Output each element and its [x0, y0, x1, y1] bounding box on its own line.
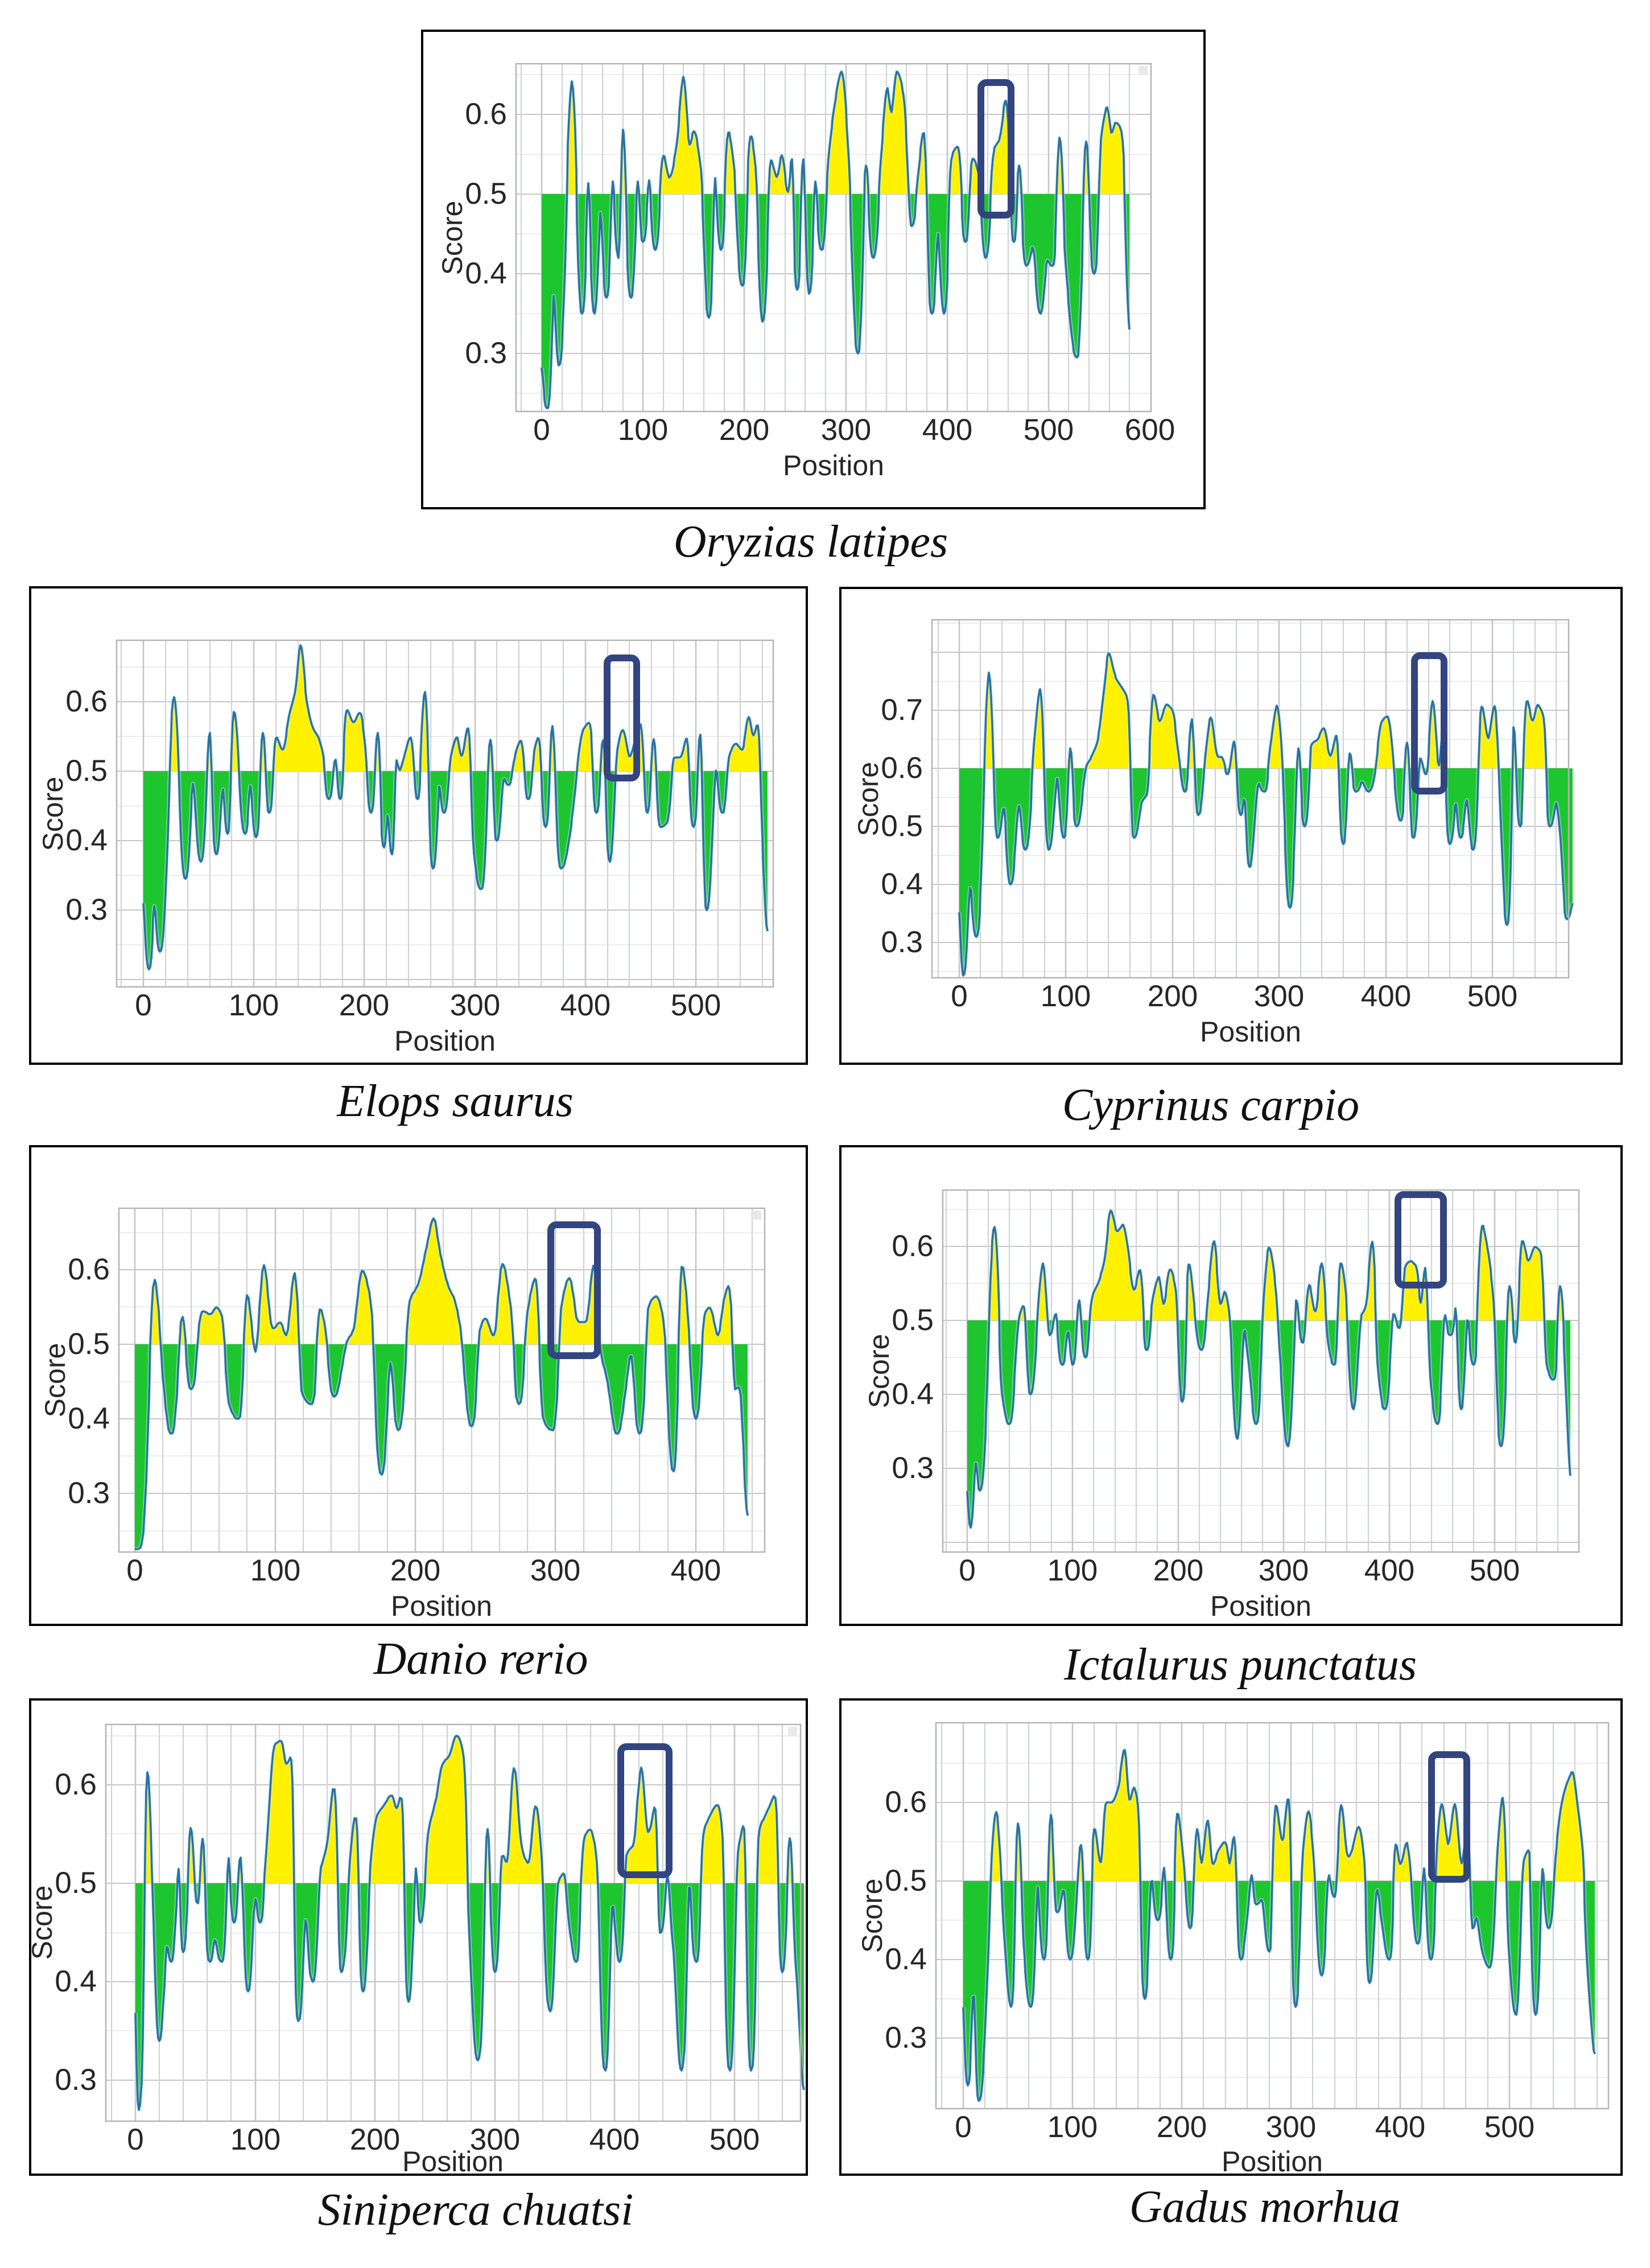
svg-text:0.4: 0.4 — [465, 257, 507, 290]
svg-text:0.6: 0.6 — [885, 1785, 927, 1819]
svg-text:Oryzias latipes: Oryzias latipes — [674, 517, 948, 567]
svg-text:Siniperca chuatsi: Siniperca chuatsi — [318, 2185, 634, 2235]
svg-text:Score: Score — [39, 1343, 71, 1418]
svg-text:0.4: 0.4 — [65, 824, 108, 857]
svg-text:0.3: 0.3 — [65, 893, 108, 927]
svg-text:Elops saurus: Elops saurus — [336, 1076, 574, 1126]
svg-text:100: 100 — [1047, 2110, 1098, 2144]
svg-text:100: 100 — [618, 413, 668, 447]
svg-text:0.6: 0.6 — [881, 751, 923, 785]
svg-text:0: 0 — [126, 1554, 143, 1587]
svg-text:Position: Position — [1222, 2146, 1323, 2178]
svg-text:400: 400 — [589, 2123, 640, 2156]
svg-text:400: 400 — [671, 1554, 721, 1587]
svg-text:Score: Score — [856, 1879, 888, 1953]
svg-text:Score: Score — [26, 1886, 58, 1960]
svg-text:300: 300 — [470, 2123, 520, 2156]
svg-text:500: 500 — [1024, 413, 1074, 447]
svg-text:100: 100 — [230, 2123, 280, 2156]
svg-text:0: 0 — [135, 989, 151, 1022]
svg-text:0.6: 0.6 — [892, 1229, 934, 1263]
svg-text:Position: Position — [391, 1590, 492, 1622]
svg-text:300: 300 — [1266, 2110, 1316, 2144]
svg-text:100: 100 — [250, 1554, 300, 1587]
svg-text:300: 300 — [450, 989, 500, 1022]
svg-text:200: 200 — [1157, 2110, 1207, 2144]
svg-text:0: 0 — [951, 979, 967, 1013]
svg-text:0.4: 0.4 — [68, 1402, 110, 1435]
svg-text:0.6: 0.6 — [65, 685, 108, 718]
svg-text:0.4: 0.4 — [881, 867, 923, 901]
svg-text:0: 0 — [127, 2123, 143, 2156]
svg-text:Ictalurus punctatus: Ictalurus punctatus — [1063, 1640, 1417, 1690]
svg-text:0.3: 0.3 — [55, 2063, 97, 2097]
svg-text:300: 300 — [530, 1554, 580, 1587]
svg-text:Score: Score — [37, 777, 69, 851]
svg-text:Position: Position — [1200, 1016, 1301, 1048]
svg-text:400: 400 — [560, 989, 610, 1022]
svg-text:0.5: 0.5 — [881, 809, 923, 843]
svg-text:Cyprinus carpio: Cyprinus carpio — [1062, 1080, 1359, 1130]
svg-text:0.3: 0.3 — [68, 1476, 110, 1510]
svg-text:0.5: 0.5 — [885, 1864, 927, 1897]
svg-text:Position: Position — [402, 2146, 504, 2178]
svg-text:0: 0 — [533, 413, 550, 447]
svg-text:200: 200 — [339, 989, 389, 1022]
svg-text:Danio rerio: Danio rerio — [373, 1634, 588, 1684]
svg-text:200: 200 — [1153, 1554, 1203, 1587]
svg-text:0: 0 — [955, 2110, 971, 2144]
svg-text:400: 400 — [922, 413, 972, 447]
svg-text:0.7: 0.7 — [881, 693, 923, 727]
svg-text:Gadus morhua: Gadus morhua — [1129, 2182, 1400, 2232]
svg-text:400: 400 — [1364, 1554, 1414, 1587]
svg-text:0.4: 0.4 — [892, 1377, 934, 1411]
svg-text:Score: Score — [852, 762, 884, 837]
svg-text:0.6: 0.6 — [68, 1253, 110, 1286]
svg-text:100: 100 — [1047, 1554, 1098, 1587]
svg-text:0.5: 0.5 — [465, 177, 507, 211]
svg-text:500: 500 — [1484, 2110, 1534, 2144]
svg-text:300: 300 — [1254, 979, 1304, 1013]
svg-text:500: 500 — [1470, 1554, 1520, 1587]
svg-text:500: 500 — [1467, 979, 1517, 1013]
svg-text:0.3: 0.3 — [465, 336, 507, 370]
svg-text:Score: Score — [436, 201, 468, 275]
svg-text:300: 300 — [821, 413, 871, 447]
svg-text:0.6: 0.6 — [465, 97, 507, 131]
svg-text:500: 500 — [671, 989, 721, 1022]
svg-text:300: 300 — [1259, 1554, 1309, 1587]
svg-text:200: 200 — [350, 2123, 400, 2156]
svg-text:Position: Position — [1210, 1590, 1311, 1622]
svg-text:0.4: 0.4 — [885, 1942, 927, 1976]
svg-text:Position: Position — [394, 1025, 496, 1057]
svg-text:0.3: 0.3 — [881, 925, 923, 959]
svg-text:0.5: 0.5 — [892, 1303, 934, 1337]
svg-text:200: 200 — [1148, 979, 1198, 1013]
svg-text:600: 600 — [1125, 413, 1175, 447]
svg-text:0.4: 0.4 — [55, 1965, 97, 1998]
svg-text:200: 200 — [719, 413, 769, 447]
svg-text:Score: Score — [863, 1334, 895, 1409]
svg-text:100: 100 — [1041, 979, 1091, 1013]
svg-text:0.5: 0.5 — [65, 754, 108, 788]
svg-text:500: 500 — [710, 2123, 760, 2156]
svg-text:400: 400 — [1361, 979, 1411, 1013]
svg-text:Position: Position — [783, 450, 884, 481]
svg-text:100: 100 — [229, 989, 279, 1022]
svg-text:0.6: 0.6 — [55, 1768, 97, 1801]
svg-text:0.3: 0.3 — [885, 2021, 927, 2055]
svg-text:0.5: 0.5 — [68, 1327, 110, 1361]
svg-text:400: 400 — [1375, 2110, 1425, 2144]
svg-text:200: 200 — [390, 1554, 440, 1587]
svg-text:0.5: 0.5 — [55, 1866, 97, 1900]
svg-text:0: 0 — [959, 1554, 975, 1587]
svg-text:0.3: 0.3 — [892, 1451, 934, 1485]
